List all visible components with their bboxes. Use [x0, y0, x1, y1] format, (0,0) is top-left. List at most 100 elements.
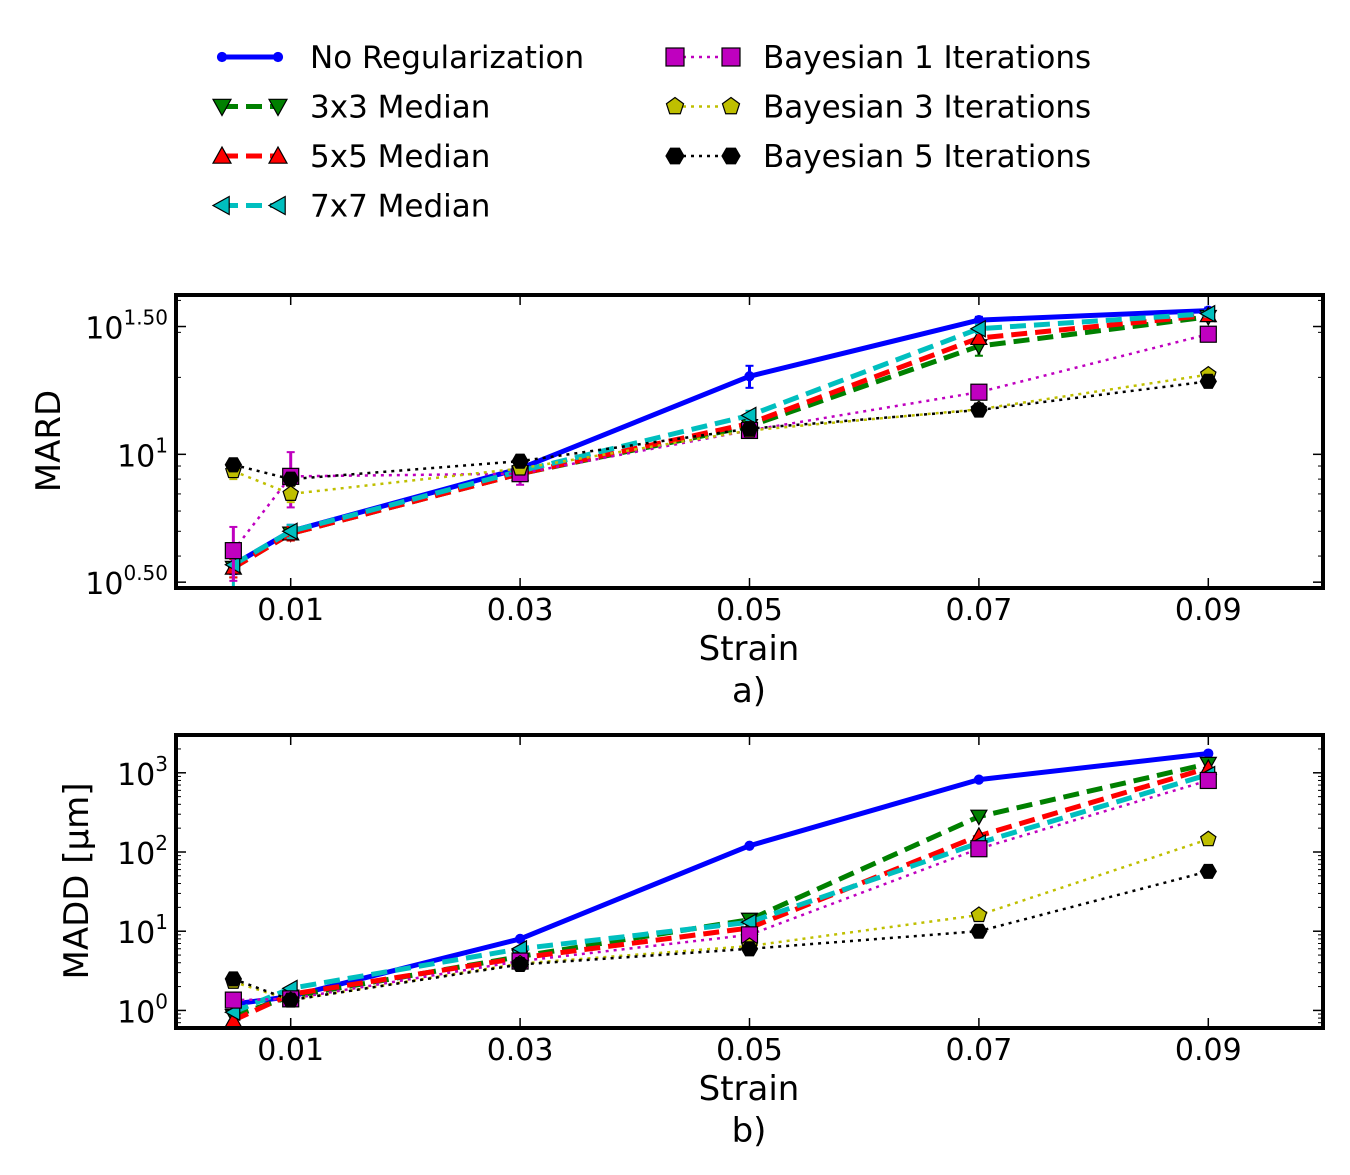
y-tick-label: 100: [117, 989, 168, 1030]
legend-marker: [721, 96, 741, 115]
series-no_reg: [228, 305, 1214, 576]
data-point: [1203, 748, 1214, 759]
data-point: [973, 774, 985, 785]
data-point: [282, 471, 300, 487]
data-point: [514, 933, 526, 944]
x-tick-label: 0.07: [946, 593, 1013, 628]
data-point: [224, 457, 243, 473]
panel-b-label: b): [732, 1111, 767, 1151]
x-tick-label: 0.07: [946, 1033, 1013, 1068]
panel-a-label: a): [732, 671, 766, 711]
data-point: [740, 421, 759, 437]
data-point: [969, 328, 988, 346]
data-point: [740, 406, 757, 425]
series-line: [232, 765, 1210, 1023]
data-point: [969, 809, 988, 826]
legend-marker: [272, 51, 284, 63]
legend-marker: [267, 195, 286, 216]
series-line: [232, 870, 1209, 1002]
panel-b-ylabel: MADD [μm]: [57, 782, 97, 979]
legend-label: Bayesian 3 Iterations: [763, 90, 1091, 126]
series-line: [232, 772, 1210, 1015]
legend-entry: 5x5 Median: [211, 139, 490, 175]
y-tick-label: 102: [117, 831, 168, 872]
legend-label: Bayesian 1 Iterations: [763, 40, 1091, 76]
data-point: [970, 906, 988, 923]
x-tick-label: 0.01: [257, 1033, 324, 1068]
x-tick-label: 0.09: [1175, 593, 1242, 628]
y-tick-label: 101: [117, 910, 168, 951]
legend-label: 7x7 Median: [310, 189, 490, 225]
data-point: [282, 992, 300, 1008]
panel-a-xlabel: Strain: [699, 629, 800, 669]
legend-marker: [665, 96, 685, 115]
data-point: [744, 840, 755, 851]
legend-entry: Bayesian 3 Iterations: [665, 90, 1091, 126]
data-point: [511, 453, 529, 469]
data-point: [1199, 863, 1217, 879]
data-point: [1199, 830, 1217, 847]
series-bayes1: [224, 325, 1217, 582]
data-point: [740, 913, 757, 932]
data-point: [511, 956, 529, 973]
data-point: [281, 522, 298, 541]
y-tick-label: 101: [117, 433, 168, 474]
x-tick-label: 0.09: [1175, 1033, 1242, 1068]
legend: No Regularization 3x3 Median 5x5 Median 7x7…: [211, 40, 1091, 225]
data-point: [224, 991, 242, 1009]
legend-marker: [665, 47, 685, 67]
series-line: [232, 308, 1209, 567]
legend-entry: 3x3 Median: [211, 90, 490, 126]
series-med7: [224, 304, 1216, 589]
series-med5: [224, 306, 1218, 579]
legend-marker: [211, 145, 233, 164]
legend-entry: 7x7 Median: [211, 189, 490, 225]
panel-a-frame: [174, 293, 1325, 590]
data-point: [224, 971, 243, 987]
series-line: [232, 312, 1209, 570]
series-line: [232, 311, 1209, 567]
data-point: [740, 941, 759, 957]
data-point: [1199, 325, 1217, 343]
panel-a-mard: 0.01 0.03 0.05 0.07 0.09 100.50 101 101.50 Stra…: [29, 293, 1325, 711]
series-bayes5: [224, 373, 1217, 487]
series-med3: [224, 309, 1218, 579]
data-point: [1199, 373, 1217, 389]
panel-a-ylabel: MARD: [29, 390, 69, 492]
data-point: [282, 485, 300, 502]
legend-marker: [211, 195, 230, 216]
data-point: [744, 371, 755, 382]
x-tick-label: 0.03: [487, 593, 554, 628]
legend-marker: [721, 147, 741, 165]
panel-b-xlabel: Strain: [699, 1069, 800, 1109]
x-tick-label: 0.05: [716, 1033, 783, 1068]
series-line: [232, 314, 1209, 570]
x-tick-label: 0.03: [487, 1033, 554, 1068]
legend-label: 3x3 Median: [310, 90, 490, 126]
data-point: [224, 542, 242, 560]
legend-marker: [665, 147, 685, 165]
y-tick-label: 101.50: [85, 306, 168, 347]
legend-entry: Bayesian 1 Iterations: [665, 40, 1091, 76]
legend-label: 5x5 Median: [310, 139, 490, 175]
series-no_reg: [228, 748, 1214, 1010]
legend-marker: [267, 98, 289, 117]
y-tick-label: 100.50: [85, 561, 168, 602]
series-line: [233, 779, 1209, 1002]
series-line: [233, 751, 1209, 1007]
data-point: [970, 383, 988, 401]
x-tick-label: 0.01: [257, 593, 324, 628]
legend-entry: No Regularization: [216, 40, 584, 76]
legend-label: Bayesian 5 Iterations: [763, 139, 1091, 175]
series-med3: [224, 756, 1218, 1026]
legend-marker: [216, 51, 228, 63]
x-tick-label: 0.05: [716, 593, 783, 628]
series-line: [232, 373, 1209, 496]
legend-marker: [721, 47, 741, 67]
series-bayes5: [224, 863, 1217, 1008]
series-line: [232, 838, 1209, 1002]
legend-label: No Regularization: [310, 40, 584, 76]
data-point: [969, 319, 986, 338]
